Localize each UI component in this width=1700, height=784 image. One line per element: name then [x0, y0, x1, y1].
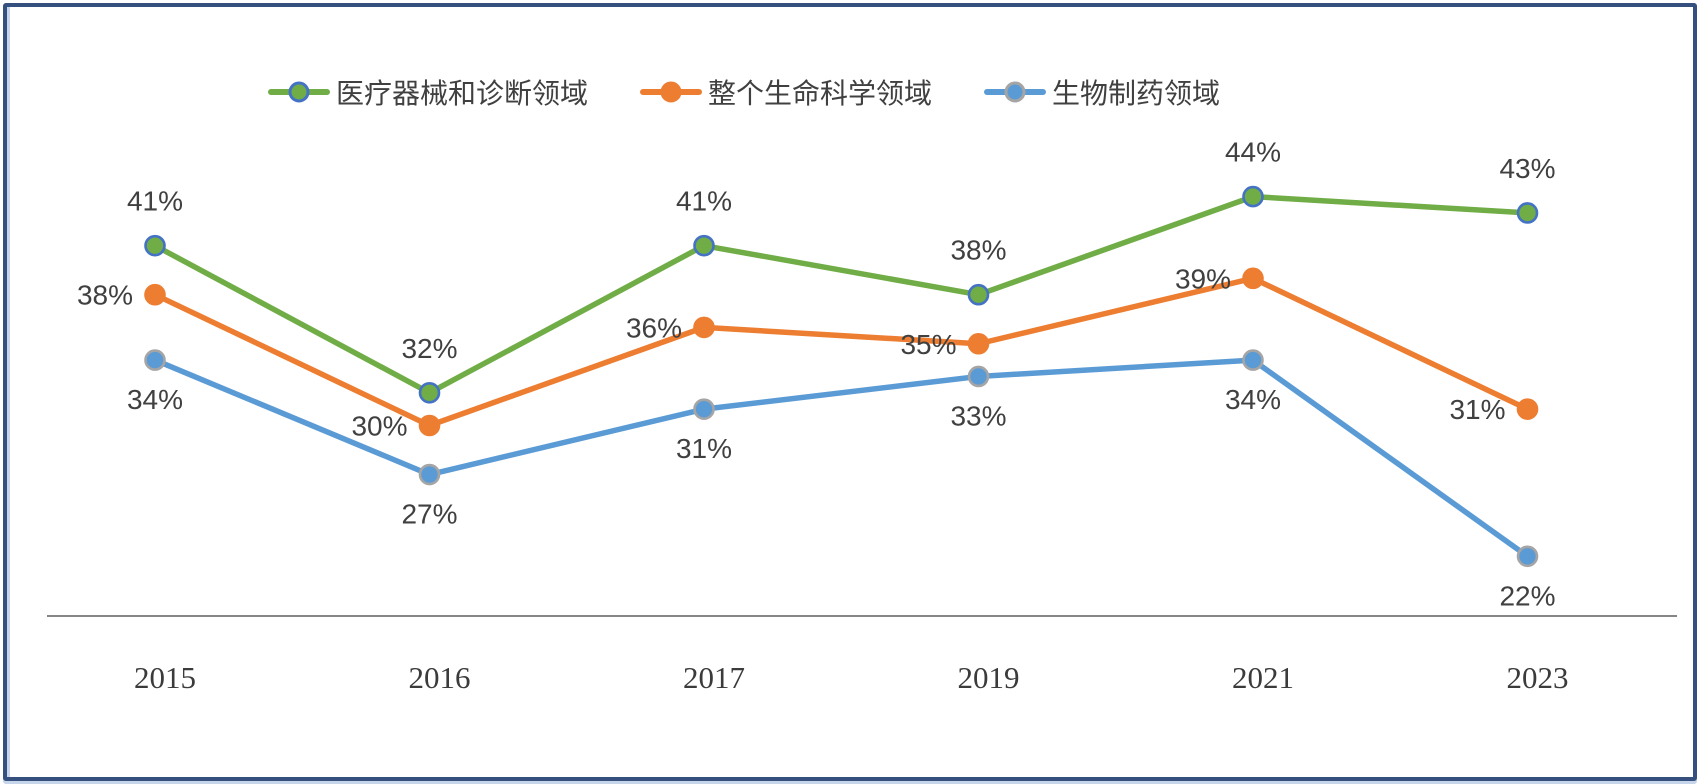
data-point-marker: [1516, 202, 1539, 224]
data-point-marker: [967, 283, 990, 306]
legend-item: 整个生命科学领域: [640, 72, 932, 112]
data-point-label: 32%: [401, 333, 457, 364]
data-point-marker: [418, 414, 441, 437]
legend-swatch-dot: [288, 81, 310, 103]
data-point-label: 38%: [950, 235, 1006, 266]
legend-series-marker-icon: [268, 81, 330, 103]
data-point-marker: [1516, 545, 1539, 568]
data-point-label: 38%: [77, 280, 133, 311]
x-axis-tick-label: 2016: [409, 660, 471, 695]
x-axis-tick-label: 2021: [1232, 660, 1294, 695]
data-point-label: 30%: [351, 411, 407, 442]
data-point-label: 34%: [127, 384, 183, 415]
data-point-label: 39%: [1175, 263, 1231, 294]
data-point-label: 22%: [1499, 580, 1555, 611]
data-point-marker: [1242, 349, 1264, 371]
legend: 医疗器械和诊断领域 整个生命科学领域 生物制药领域: [268, 72, 1220, 112]
legend-label: 生物制药领域: [1052, 78, 1221, 109]
data-point-marker: [1242, 185, 1264, 208]
data-point-label: 43%: [1499, 153, 1555, 184]
data-point-marker: [144, 283, 166, 306]
legend-swatch-dot: [660, 81, 682, 103]
data-point-label: 36%: [626, 312, 682, 343]
data-point-marker: [1516, 398, 1539, 420]
data-point-label: 41%: [127, 186, 183, 217]
data-point-marker: [967, 365, 990, 388]
legend-swatch-dot: [1004, 81, 1026, 103]
data-point-label: 44%: [1225, 137, 1281, 168]
data-point-marker: [144, 234, 166, 257]
data-point-marker: [967, 332, 990, 355]
data-point-marker: [1242, 267, 1264, 290]
legend-item: 生物制药领域: [984, 72, 1220, 112]
legend-series-marker-icon: [984, 81, 1047, 103]
data-point-marker: [418, 463, 441, 486]
series-line-2: [152, 357, 1531, 560]
series-line-0: [152, 193, 1531, 396]
data-point-label: 31%: [1449, 394, 1505, 425]
data-point-label: 34%: [1225, 384, 1281, 415]
legend-item: 医疗器械和诊断领域: [268, 72, 588, 112]
data-point-marker: [144, 349, 166, 371]
legend-label: 医疗器械和诊断领域: [336, 78, 589, 109]
x-axis-tick-label: 2023: [1507, 660, 1569, 695]
x-axis-tick-label: 2015: [134, 660, 196, 695]
series-line-1: [152, 275, 1531, 429]
x-axis-tick-label: 2019: [958, 660, 1020, 695]
data-point-marker: [418, 381, 441, 404]
legend-series-marker-icon: [640, 81, 703, 103]
x-axis-tick-label: 2017: [683, 660, 745, 695]
data-point-label: 33%: [950, 400, 1006, 431]
data-point-marker: [693, 316, 715, 339]
data-point-marker: [693, 398, 715, 420]
data-point-marker: [693, 234, 715, 257]
data-point-label: 31%: [676, 433, 732, 464]
legend-label: 整个生命科学领域: [708, 78, 933, 109]
data-point-label: 41%: [676, 186, 732, 217]
data-point-label: 35%: [900, 329, 956, 360]
data-point-label: 27%: [401, 499, 457, 530]
